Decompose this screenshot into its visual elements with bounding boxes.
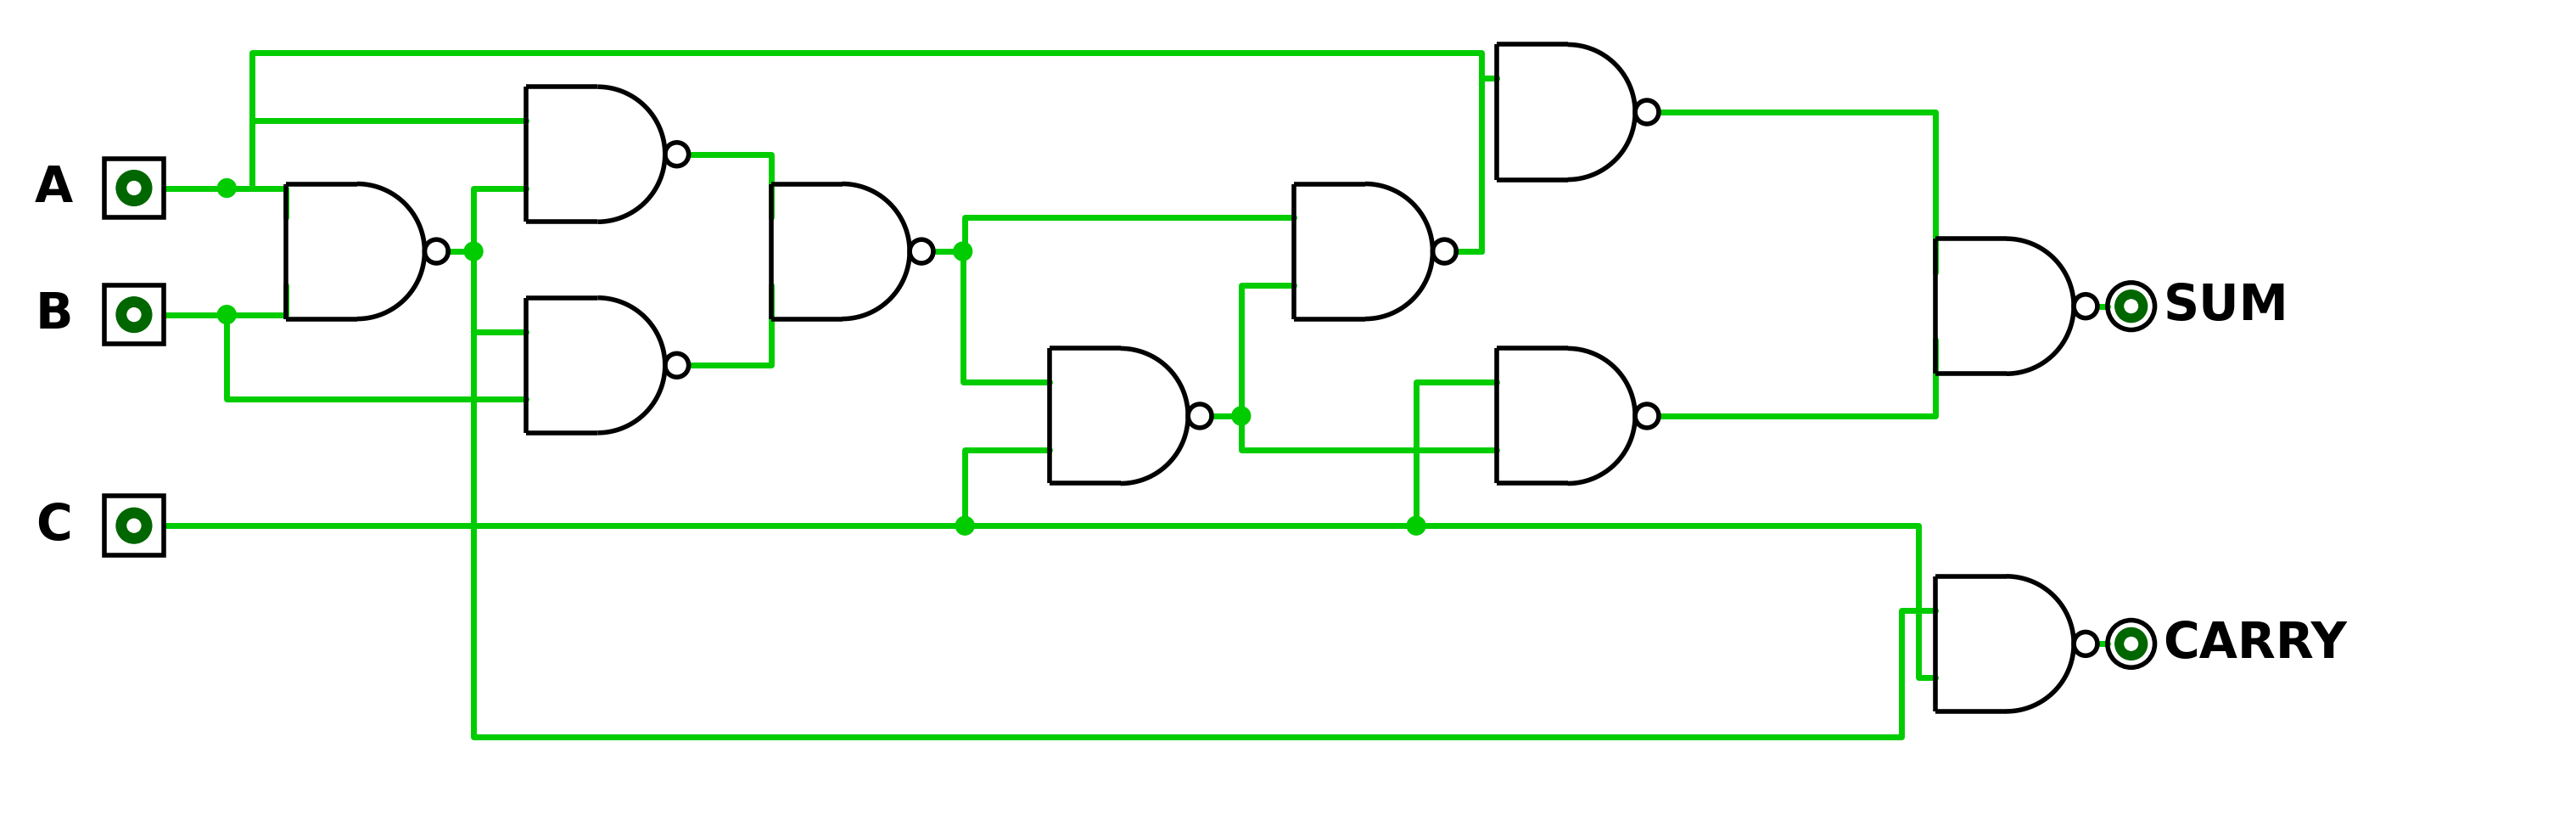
Circle shape <box>953 242 971 261</box>
Text: A: A <box>33 164 72 212</box>
Bar <box>106 285 162 344</box>
Circle shape <box>464 242 482 261</box>
Circle shape <box>126 519 142 532</box>
Circle shape <box>126 181 142 195</box>
Circle shape <box>2125 637 2138 650</box>
Circle shape <box>1406 517 1425 535</box>
Text: C: C <box>36 501 72 550</box>
Circle shape <box>2115 290 2148 322</box>
Bar <box>106 496 162 555</box>
Circle shape <box>2115 628 2148 660</box>
Circle shape <box>2125 300 2138 313</box>
Circle shape <box>126 308 142 321</box>
Circle shape <box>956 517 974 535</box>
Circle shape <box>116 508 152 544</box>
Circle shape <box>116 297 152 333</box>
Circle shape <box>116 170 152 205</box>
Text: SUM: SUM <box>2164 282 2287 330</box>
Circle shape <box>1231 407 1249 425</box>
Bar <box>106 158 162 218</box>
Text: B: B <box>36 290 72 339</box>
Text: CARRY: CARRY <box>2164 619 2347 668</box>
Circle shape <box>216 306 237 324</box>
Circle shape <box>216 178 237 197</box>
